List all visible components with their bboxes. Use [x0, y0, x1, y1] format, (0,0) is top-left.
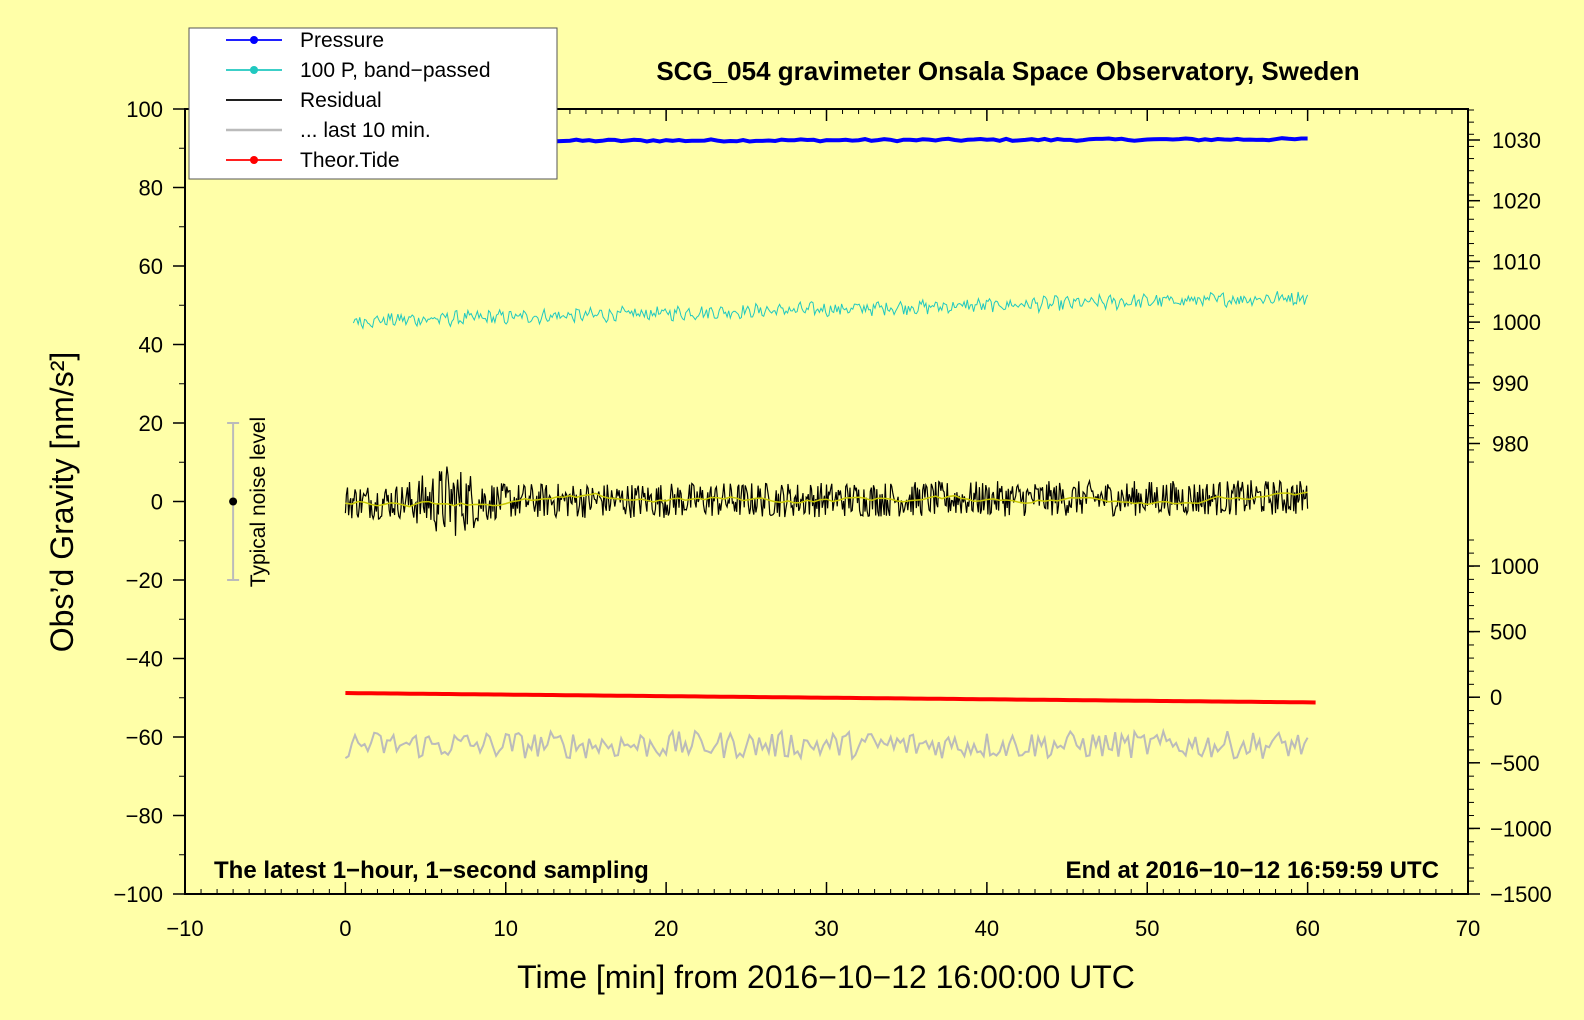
- legend-marker: [250, 156, 258, 164]
- y-tick-label: −40: [126, 647, 163, 672]
- noise-bar: [227, 422, 240, 581]
- chart-title: SCG_054 gravimeter Onsala Space Observat…: [656, 56, 1359, 86]
- right-pressure-label: 980: [1492, 432, 1529, 457]
- right-tide-label: 500: [1490, 620, 1527, 645]
- right-tide-label: −500: [1490, 751, 1540, 776]
- x-tick-label: 10: [494, 916, 518, 941]
- series-line: [345, 491, 1308, 508]
- noise-bar-center: [229, 497, 238, 506]
- series-line: [352, 291, 1309, 330]
- series-line: [345, 691, 1316, 705]
- legend-marker: [250, 66, 258, 74]
- series-line: [344, 466, 1309, 536]
- axis-ticks: −10 0 10 20 30 40 50 60 70100806040200−20−40−60−…: [113, 97, 1551, 941]
- x-tick-label: 20: [654, 916, 678, 941]
- y-tick-label: −100: [113, 882, 163, 907]
- annotation-left: The latest 1−hour, 1−second sampling: [214, 857, 649, 884]
- x-tick-label: 30: [814, 916, 838, 941]
- y-tick-label: −80: [126, 804, 163, 829]
- legend-label: Residual: [300, 89, 382, 112]
- right-pressure-label: 990: [1492, 371, 1529, 396]
- legend-label: Theor.Tide: [300, 149, 400, 172]
- x-tick-label: −10: [166, 916, 203, 941]
- right-pressure-label: 1030: [1492, 128, 1541, 153]
- y-tick-label: −60: [126, 725, 163, 750]
- legend-label: ... last 10 min.: [300, 119, 431, 142]
- data-series: [344, 136, 1316, 761]
- x-tick-label: 70: [1456, 916, 1480, 941]
- series-line: [344, 727, 1309, 761]
- right-pressure-label: 1020: [1492, 189, 1541, 214]
- y-axis-label: Obs’d Gravity [nm/s²]: [44, 352, 80, 653]
- right-tide-label: −1000: [1490, 816, 1552, 841]
- y-tick-label: 0: [151, 490, 163, 515]
- legend-box: [188, 27, 558, 180]
- y-tick-label: 60: [139, 254, 163, 279]
- x-tick-label: 60: [1295, 916, 1319, 941]
- annotation-right: End at 2016−10−12 16:59:59 UTC: [1065, 857, 1439, 884]
- legend: Pressure 100 P, band−passed Residual ... la…: [188, 27, 558, 180]
- right-tide-label: 1000: [1490, 554, 1539, 579]
- noise-label: Typical noise level: [247, 417, 270, 587]
- y-tick-label: 80: [139, 176, 163, 201]
- right-pressure-label: 1000: [1492, 310, 1541, 335]
- legend-marker: [250, 36, 258, 44]
- right-pressure-label: 1010: [1492, 249, 1541, 274]
- x-tick-label: 50: [1135, 916, 1159, 941]
- x-axis-label: Time [min] from 2016−10−12 16:00:00 UTC: [517, 959, 1135, 995]
- y-tick-label: 40: [139, 333, 163, 358]
- y-tick-label: 100: [126, 97, 163, 122]
- legend-label: 100 P, band−passed: [300, 59, 491, 82]
- y-tick-label: 20: [139, 411, 163, 436]
- legend-label: Pressure: [300, 29, 384, 52]
- right-tide-label: −1500: [1490, 882, 1552, 907]
- y-tick-label: −20: [126, 568, 163, 593]
- right-tide-label: 0: [1490, 685, 1502, 710]
- x-tick-label: 40: [975, 916, 999, 941]
- x-tick-label: 0: [339, 916, 351, 941]
